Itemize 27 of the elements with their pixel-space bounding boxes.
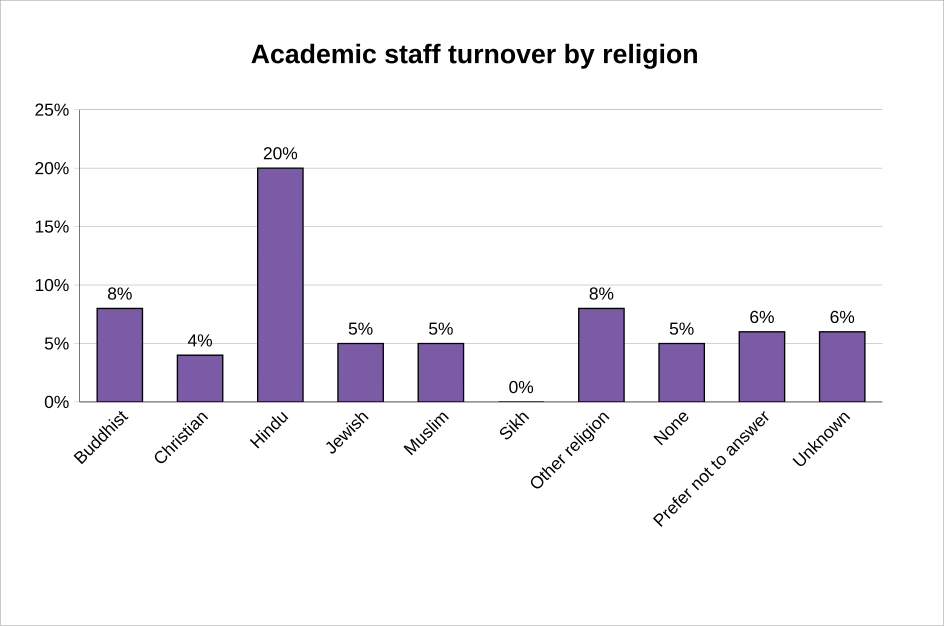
bar: [658, 342, 706, 402]
data-label: 6%: [750, 310, 774, 324]
bar: [578, 308, 625, 402]
data-label: 8%: [590, 288, 614, 300]
bar: [176, 354, 224, 402]
data-label: 8%: [108, 288, 132, 300]
data-label: 5%: [429, 322, 453, 335]
y-tick-label: 15%: [36, 220, 69, 233]
y-tick-label: 20%: [35, 162, 69, 174]
data-label: 4%: [188, 334, 212, 347]
bar: [418, 342, 464, 402]
bar: [738, 331, 786, 402]
chart-title: Academic staff turnover by religion: [251, 44, 697, 69]
y-tick-label: 5%: [44, 338, 69, 350]
bar: [818, 331, 866, 402]
data-label: 0%: [509, 381, 534, 394]
data-label: 5%: [670, 322, 694, 335]
data-label: 20%: [264, 147, 298, 160]
data-label: 6%: [830, 310, 854, 324]
y-tick-label: 25%: [35, 104, 69, 116]
y-tick-label: 0%: [44, 396, 69, 408]
x-tick-label: Sikh: [500, 412, 530, 440]
bar: [256, 168, 304, 402]
bar: [337, 342, 384, 402]
y-tick-label: 10%: [36, 279, 69, 292]
bar: [96, 308, 144, 402]
data-label: 5%: [348, 322, 373, 335]
